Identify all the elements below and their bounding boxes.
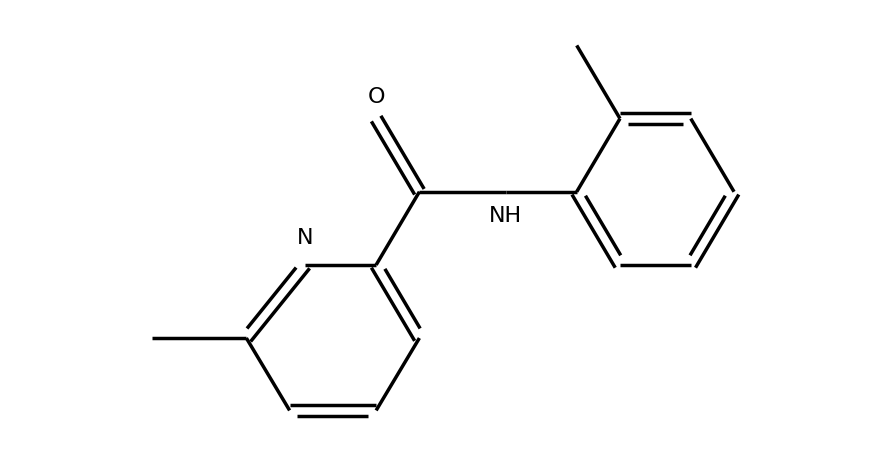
Text: N: N: [297, 228, 314, 247]
Text: O: O: [368, 87, 385, 107]
Text: NH: NH: [489, 206, 523, 226]
